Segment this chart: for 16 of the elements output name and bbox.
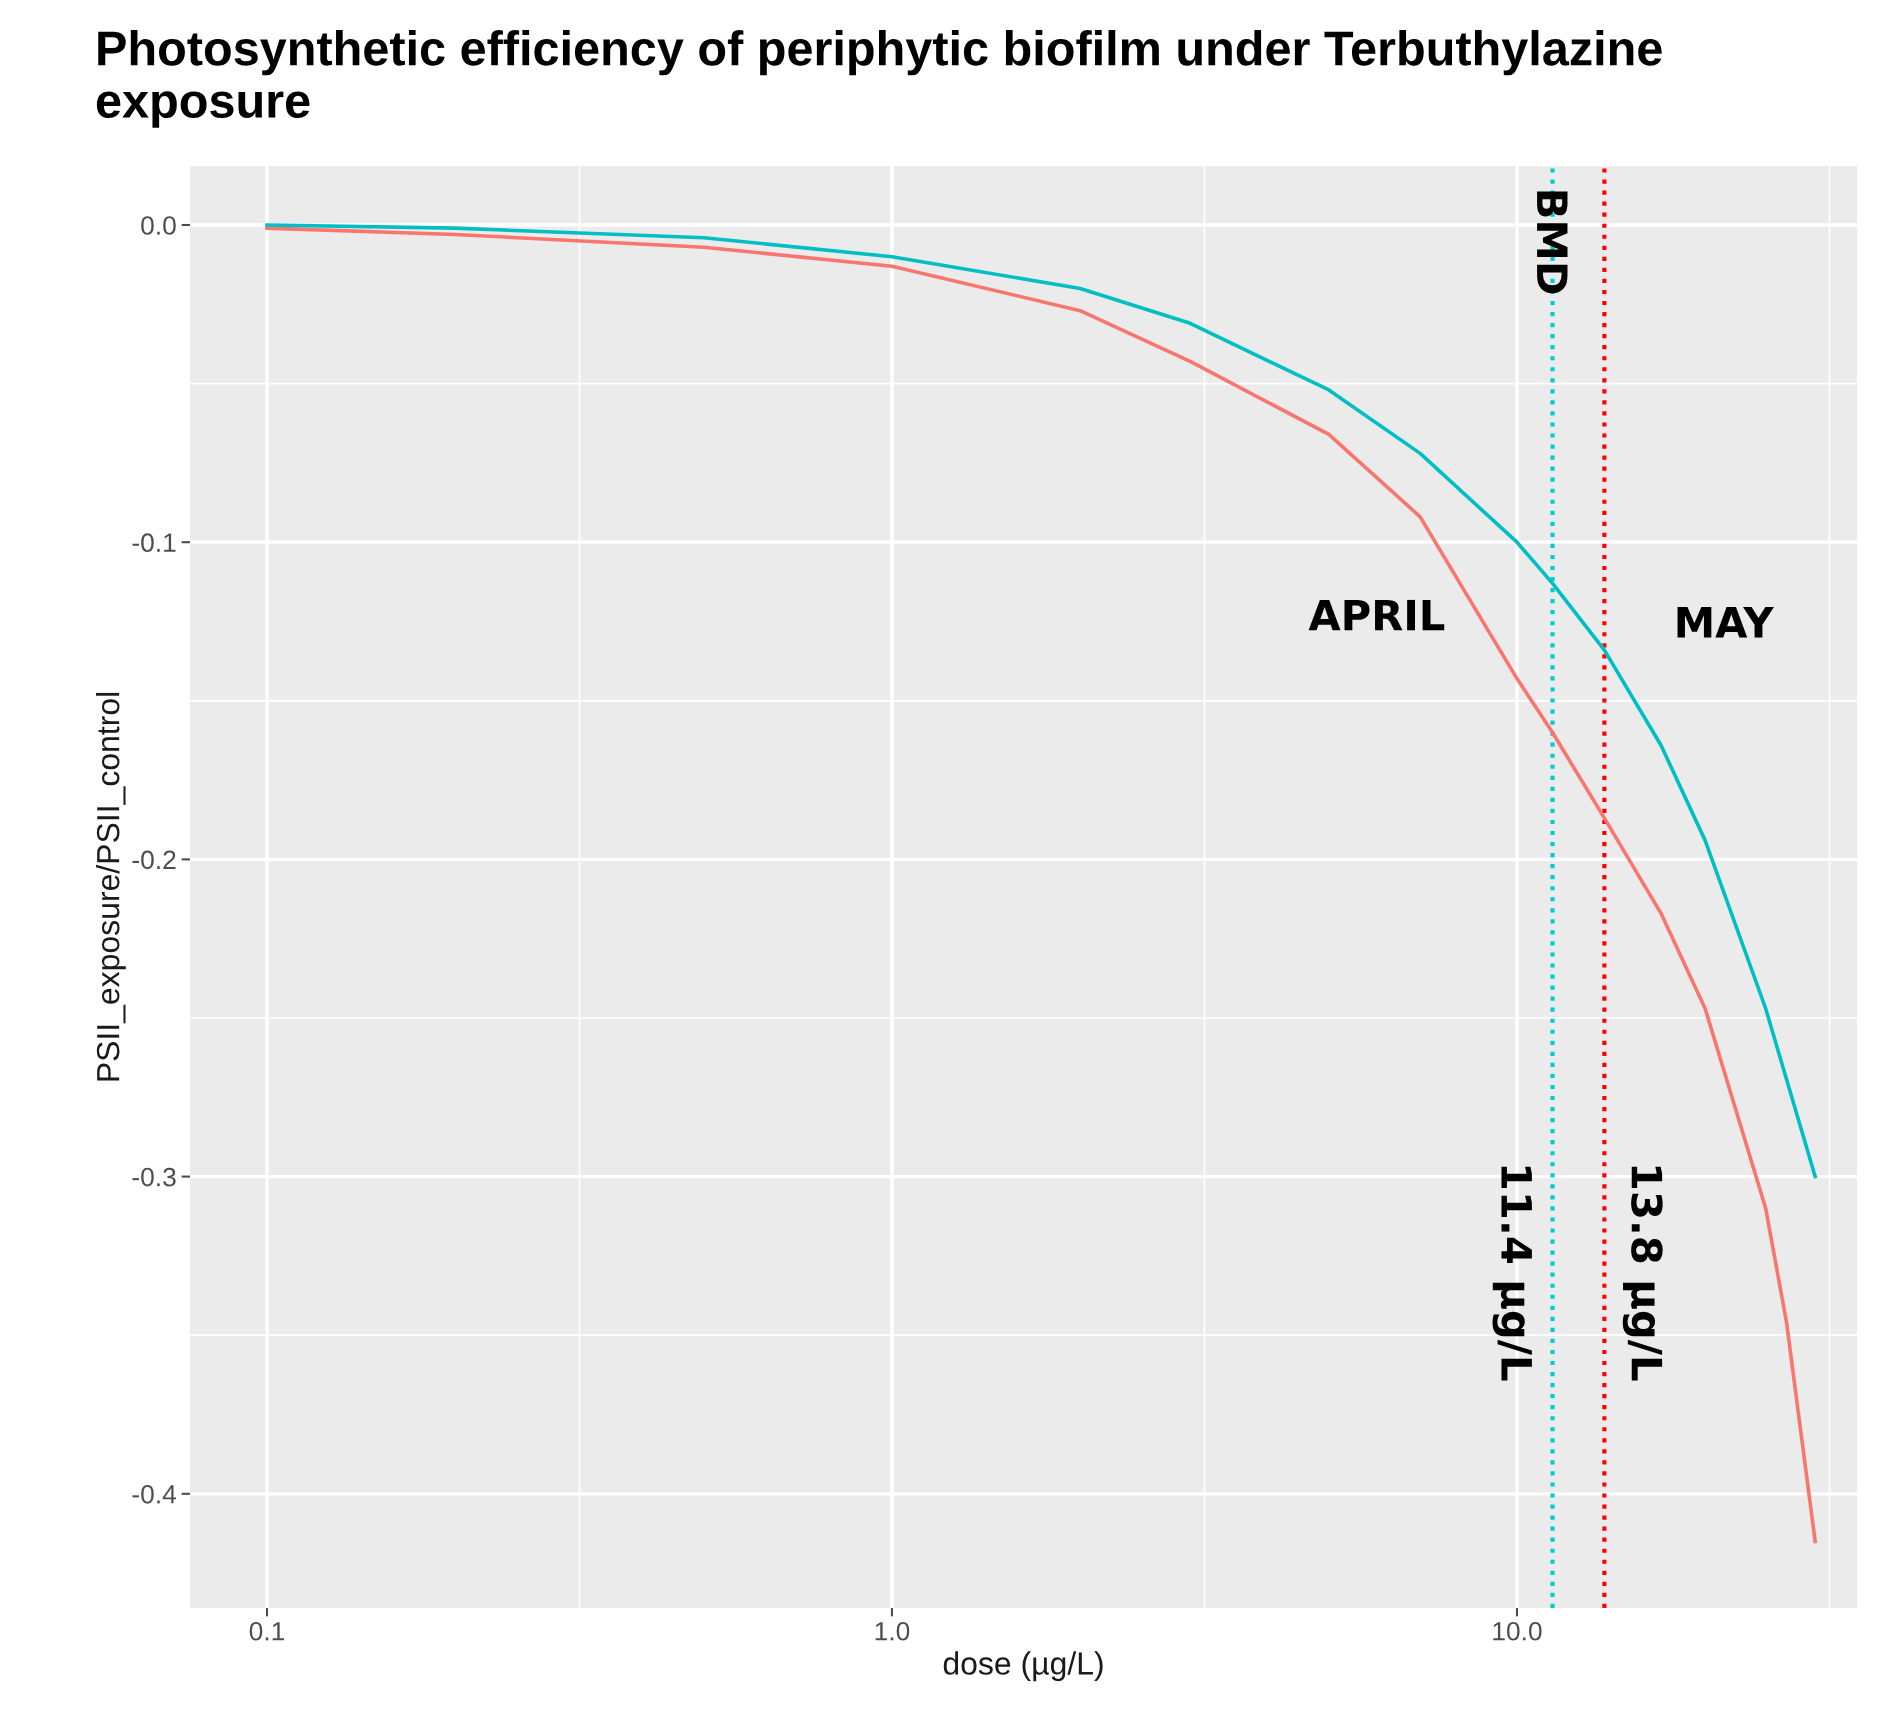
x-tick-label: 0.1 <box>249 1621 285 1641</box>
y-tick-label: -0.3 <box>132 1167 176 1187</box>
annotation: BMD <box>1537 191 1568 294</box>
annotation: APRIL <box>1308 599 1445 631</box>
x-axis-title: dose (µg/L) <box>943 1651 1103 1682</box>
y-tick-label: -0.1 <box>132 533 176 553</box>
y-tick-label: -0.2 <box>132 850 176 870</box>
annotation: MAY <box>1677 607 1774 638</box>
y-axis-title: PSII_exposure/PSII_control <box>96 692 126 1081</box>
y-tick-label: 0.0 <box>141 216 176 235</box>
ref-line-label: 13.8 µg/L <box>1622 1166 1663 1381</box>
x-tick-label: 1.0 <box>875 1621 910 1641</box>
ref-line-label: 11.4 µg/L <box>1492 1166 1532 1381</box>
x-tick-label: 10.0 <box>1493 1621 1542 1641</box>
y-tick-label: -0.4 <box>132 1484 177 1504</box>
chart-title: Photosynthetic efficiency of periphytic biofilm under Terbuthylazine exposure <box>96 30 1662 128</box>
